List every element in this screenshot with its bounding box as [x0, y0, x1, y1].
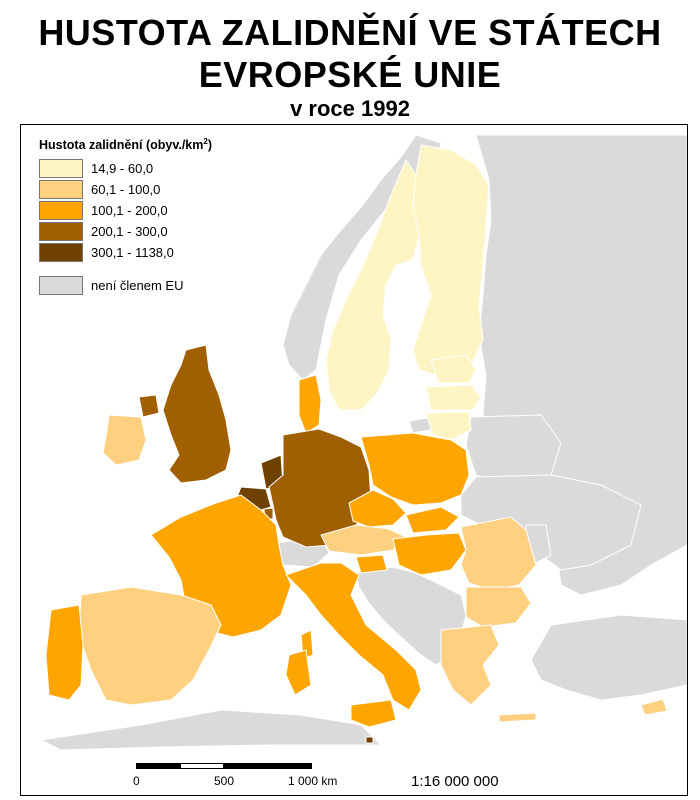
country-latvia: [425, 384, 482, 411]
country-sicily: [350, 699, 397, 728]
legend-swatch: [39, 222, 83, 242]
country-north-africa: [40, 709, 382, 751]
legend-item: 300,1 - 1138,0: [39, 242, 212, 263]
map-scale-ratio: 1:16 000 000: [411, 773, 499, 790]
country-crete: [498, 712, 537, 723]
country-portugal: [45, 604, 84, 701]
legend-label: 60,1 - 100,0: [91, 182, 161, 198]
map-title-line2: EVROPSKÉ UNIE: [198, 54, 502, 95]
scale-bar: 0 500 1 000 km: [133, 757, 346, 788]
legend-item: 14,9 - 60,0: [39, 158, 212, 179]
country-uk-britain: [162, 344, 232, 484]
scale-label-1000: 1 000 km: [288, 774, 338, 788]
legend-title: Hustota zalidnění (obyv./km2): [39, 137, 212, 153]
country-cyprus: [640, 698, 668, 716]
legend-swatch: [39, 201, 83, 221]
country-lithuania: [425, 411, 472, 441]
legend-item: 60,1 - 100,0: [39, 179, 212, 200]
country-spain: [78, 586, 222, 706]
scale-bar-segment: [136, 763, 180, 769]
country-slovenia: [355, 554, 388, 574]
country-slovakia: [405, 506, 460, 534]
country-sardinia: [285, 649, 312, 696]
country-finland: [412, 144, 490, 378]
legend-item-nonmember: není členem EU: [39, 275, 212, 296]
country-malta: [365, 736, 374, 744]
country-greece: [440, 624, 500, 706]
legend-item: 100,1 - 200,0: [39, 200, 212, 221]
legend-swatch: [39, 243, 83, 263]
legend-label: není členem EU: [91, 278, 184, 294]
country-turkey: [530, 614, 687, 701]
country-belarus: [465, 414, 562, 486]
country-ireland: [102, 414, 147, 466]
legend-label: 100,1 - 200,0: [91, 203, 168, 219]
scale-label-500: 500: [214, 774, 235, 788]
legend-swatch: [39, 276, 83, 296]
country-denmark: [298, 374, 322, 434]
map-frame: Hustota zalidnění (obyv./km2) 14,9 - 60,…: [20, 124, 688, 796]
legend-label: 14,9 - 60,0: [91, 161, 154, 177]
scale-bar-segment: [224, 763, 312, 769]
legend-label: 300,1 - 1138,0: [91, 245, 174, 261]
country-italy: [285, 562, 422, 711]
legend-swatch: [39, 159, 83, 179]
country-bulgaria: [465, 586, 532, 628]
country-uk-northern-ireland: [138, 394, 160, 418]
country-poland: [360, 432, 470, 506]
country-sweden: [325, 159, 420, 411]
scale-bar-segment: [180, 763, 224, 769]
country-czechia: [348, 489, 407, 528]
map-legend: Hustota zalidnění (obyv./km2) 14,9 - 60,…: [39, 137, 212, 296]
country-ukraine: [460, 474, 642, 571]
map-title-line1: HUSTOTA ZALIDNĚNÍ VE STÁTECH: [38, 12, 662, 53]
country-hungary: [392, 532, 467, 576]
country-estonia: [430, 354, 477, 384]
legend-swatch: [39, 180, 83, 200]
legend-item: 200,1 - 300,0: [39, 221, 212, 242]
scale-label-0: 0: [133, 774, 140, 788]
europe-map: [40, 134, 687, 751]
legend-label: 200,1 - 300,0: [91, 224, 168, 240]
map-subtitle-year: v roce 1992: [290, 96, 410, 121]
